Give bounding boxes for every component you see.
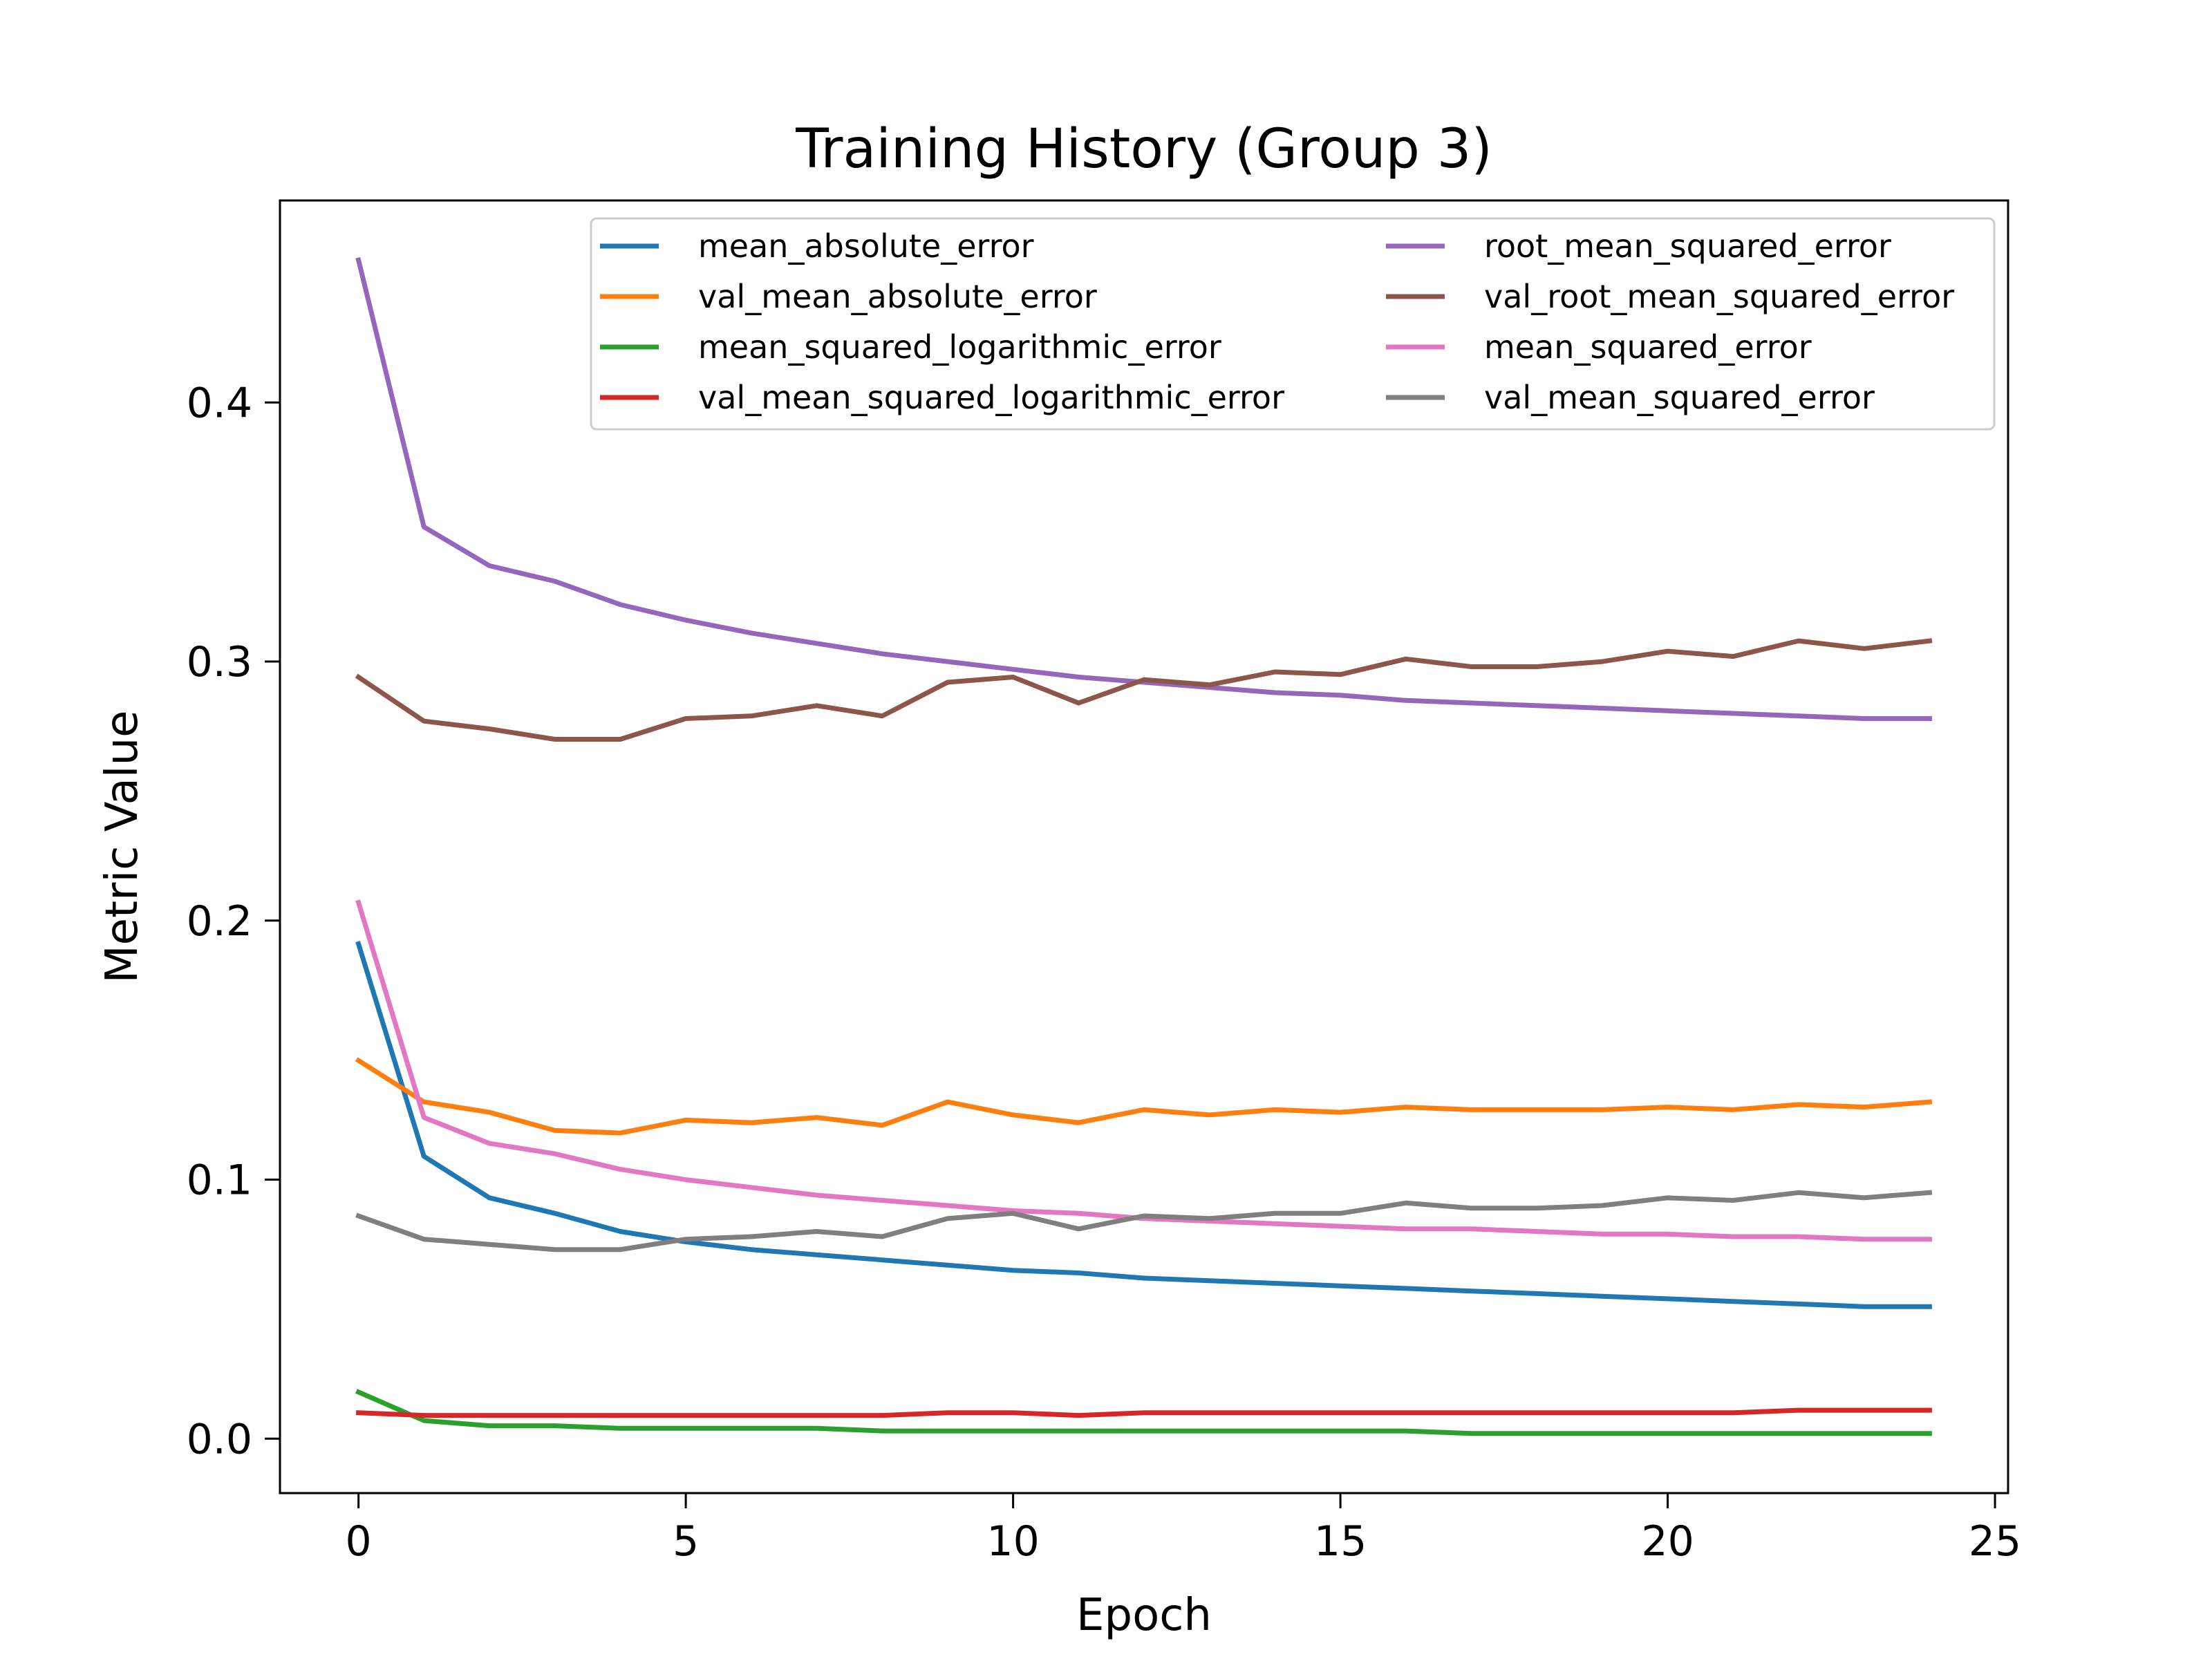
legend: mean_absolute_error val_mean_absolute_err… — [590, 217, 1996, 431]
legend-frame — [590, 217, 1996, 431]
x-axis-label: Epoch — [1076, 1590, 1212, 1641]
x-tick-label: 25 — [1969, 1517, 2021, 1566]
y-axis-ticks: 0.0 0.1 0.2 0.3 0.4 — [187, 379, 280, 1463]
x-axis-ticks: 0 5 10 15 20 25 — [346, 1493, 2021, 1566]
series-line-mean-squared-error — [355, 899, 1932, 1242]
series-line-mean-absolute-error — [355, 941, 1932, 1309]
legend-label-mean-squared-error: mean_squared_error — [1484, 328, 1812, 366]
series-line-val-mean-squared-logarithmic-error — [355, 1407, 1932, 1418]
series-layer — [355, 256, 1933, 1436]
series-line-mean-squared-logarithmic-error — [355, 1389, 1932, 1436]
y-tick-label: 0.1 — [187, 1156, 252, 1205]
x-tick-label: 5 — [673, 1517, 699, 1566]
y-tick-label: 0.0 — [187, 1415, 252, 1463]
y-tick-label: 0.4 — [187, 379, 252, 427]
series-line-val-mean-squared-error — [355, 1190, 1933, 1253]
x-tick-label: 10 — [986, 1517, 1039, 1566]
y-tick-label: 0.3 — [187, 638, 252, 686]
series-line-val-mean-absolute-error — [355, 1057, 1933, 1136]
x-tick-label: 20 — [1641, 1517, 1694, 1566]
plot-frame — [279, 199, 2009, 1494]
chart-title: Training History (Group 3) — [795, 118, 1492, 180]
x-tick-label: 15 — [1314, 1517, 1367, 1566]
legend-label-mean-squared-logarithmic-error: mean_squared_logarithmic_error — [698, 328, 1221, 366]
y-axis-label: Metric Value — [97, 710, 148, 983]
legend-label-val-mean-squared-logarithmic-error: val_mean_squared_logarithmic_error — [698, 379, 1284, 416]
legend-label-mean-absolute-error: mean_absolute_error — [698, 227, 1034, 265]
legend-label-val-mean-absolute-error: val_mean_absolute_error — [698, 278, 1097, 315]
legend-label-val-root-mean-squared-error: val_root_mean_squared_error — [1484, 278, 1954, 315]
legend-label-root-mean-squared-error: root_mean_squared_error — [1484, 227, 1891, 265]
series-line-val-root-mean-squared-error — [355, 638, 1933, 742]
legend-label-val-mean-squared-error: val_mean_squared_error — [1484, 379, 1875, 416]
y-tick-label: 0.2 — [187, 897, 252, 946]
x-tick-label: 0 — [346, 1517, 372, 1566]
